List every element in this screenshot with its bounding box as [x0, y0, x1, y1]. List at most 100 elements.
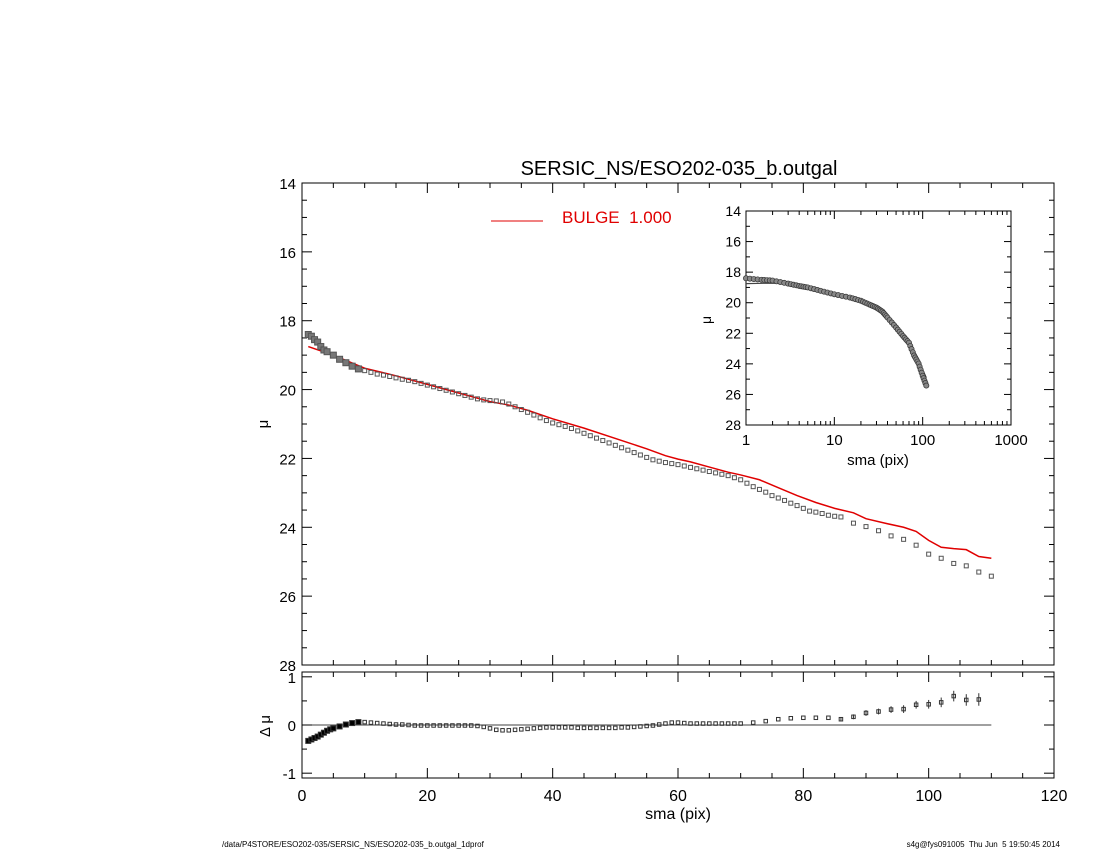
- residual-point: [425, 723, 430, 728]
- data-point: [462, 392, 468, 398]
- residual-point: [594, 725, 599, 731]
- residual-point: [550, 725, 555, 730]
- data-point: [537, 415, 543, 421]
- residual-y-tick-label: -1: [283, 766, 296, 783]
- data-point: [800, 505, 806, 511]
- residual-x-axis: 0 20 40 60 80 100 120: [298, 672, 1068, 805]
- data-point: [568, 425, 574, 431]
- residual-point: [976, 697, 982, 702]
- data-point: [963, 563, 969, 569]
- data-point: [368, 369, 374, 375]
- data-point: [675, 462, 681, 468]
- data-point: [437, 386, 443, 392]
- data-point: [863, 524, 869, 530]
- inset-x-axis: 1 10 100 1000: [742, 211, 1028, 449]
- data-point: [926, 551, 932, 557]
- data-point: [387, 373, 393, 379]
- inset-data-points: [743, 275, 930, 389]
- data-point: [669, 461, 675, 467]
- residual-points: [305, 690, 982, 744]
- residual-point: [569, 725, 574, 730]
- main-y-tick-label: 16: [279, 245, 296, 262]
- data-point: [575, 428, 581, 434]
- residual-point: [556, 725, 562, 730]
- legend-label: BULGE 1.000: [562, 208, 672, 227]
- legend: BULGE 1.000: [491, 208, 672, 227]
- data-point: [976, 569, 982, 575]
- residual-point: [431, 723, 436, 728]
- main-y-tick-label: 18: [279, 314, 296, 331]
- data-point: [688, 464, 694, 470]
- residual-point: [462, 723, 468, 728]
- data-point: [637, 452, 643, 458]
- data-point: [838, 514, 844, 520]
- data-point: [431, 384, 437, 390]
- data-point: [988, 573, 994, 579]
- data-point: [913, 542, 919, 548]
- data-point: [518, 407, 524, 413]
- residual-point: [381, 721, 386, 726]
- data-point: [500, 399, 506, 405]
- data-point: [543, 418, 549, 424]
- data-point: [493, 398, 499, 404]
- residual-y-tick-label: 0: [288, 718, 296, 735]
- main-panel: SERSIC_NS/ESO202-035_b.outgal 14 16 18 20 22…: [255, 158, 1055, 675]
- residual-point: [468, 723, 474, 728]
- x-tick-label: 120: [1041, 788, 1068, 805]
- residual-point: [500, 728, 505, 733]
- residual-point: [964, 697, 969, 703]
- data-point: [788, 500, 794, 506]
- residual-point: [688, 721, 693, 726]
- residual-point: [330, 725, 337, 732]
- data-point: [650, 457, 656, 463]
- residual-point: [336, 723, 343, 730]
- residual-point: [951, 693, 956, 699]
- data-point: [706, 469, 712, 475]
- residual-point: [487, 726, 493, 731]
- residual-point: [355, 719, 362, 726]
- residual-point: [725, 721, 731, 726]
- x-tick-label: 20: [418, 788, 436, 805]
- data-point: [763, 489, 769, 495]
- inset-x-axis-label: sma (pix): [847, 452, 909, 469]
- residual-point: [719, 721, 725, 726]
- data-point: [750, 484, 756, 490]
- residual-point: [456, 723, 461, 728]
- data-point: [412, 379, 418, 385]
- main-x-axis: [301, 183, 1055, 665]
- data-point: [531, 412, 537, 418]
- residual-point: [826, 715, 831, 721]
- residual-point: [537, 725, 543, 731]
- residual-point: [700, 721, 706, 726]
- data-point: [619, 445, 625, 451]
- main-y-axis-label: μ: [255, 420, 272, 429]
- data-point: [323, 348, 331, 356]
- data-point: [348, 362, 356, 370]
- data-point: [769, 493, 775, 499]
- inset-panel: 14 16 18 20 22 24 26 28 1 10 100 1000 sma (pix) μ: [698, 203, 1028, 469]
- residual-point: [863, 710, 869, 716]
- bulge-model-line: [308, 345, 992, 560]
- residual-point: [418, 723, 424, 728]
- residual-point: [851, 714, 856, 720]
- residual-point: [644, 723, 649, 729]
- residual-point: [481, 724, 486, 730]
- data-point: [418, 380, 424, 386]
- data-point: [832, 513, 838, 519]
- data-point: [393, 375, 399, 381]
- inset-y-tick-label: 24: [725, 356, 741, 372]
- data-point: [888, 533, 894, 539]
- data-point: [342, 359, 350, 367]
- residual-point: [406, 722, 411, 728]
- residual-point: [888, 707, 894, 712]
- residual-point: [732, 721, 737, 726]
- inset-y-tick-label: 14: [725, 203, 741, 219]
- data-point: [581, 430, 587, 436]
- residual-point: [600, 725, 606, 731]
- residual-point: [342, 721, 349, 728]
- data-point: [738, 477, 744, 483]
- data-point: [644, 454, 650, 460]
- data-point: [782, 497, 788, 503]
- data-point: [468, 394, 474, 400]
